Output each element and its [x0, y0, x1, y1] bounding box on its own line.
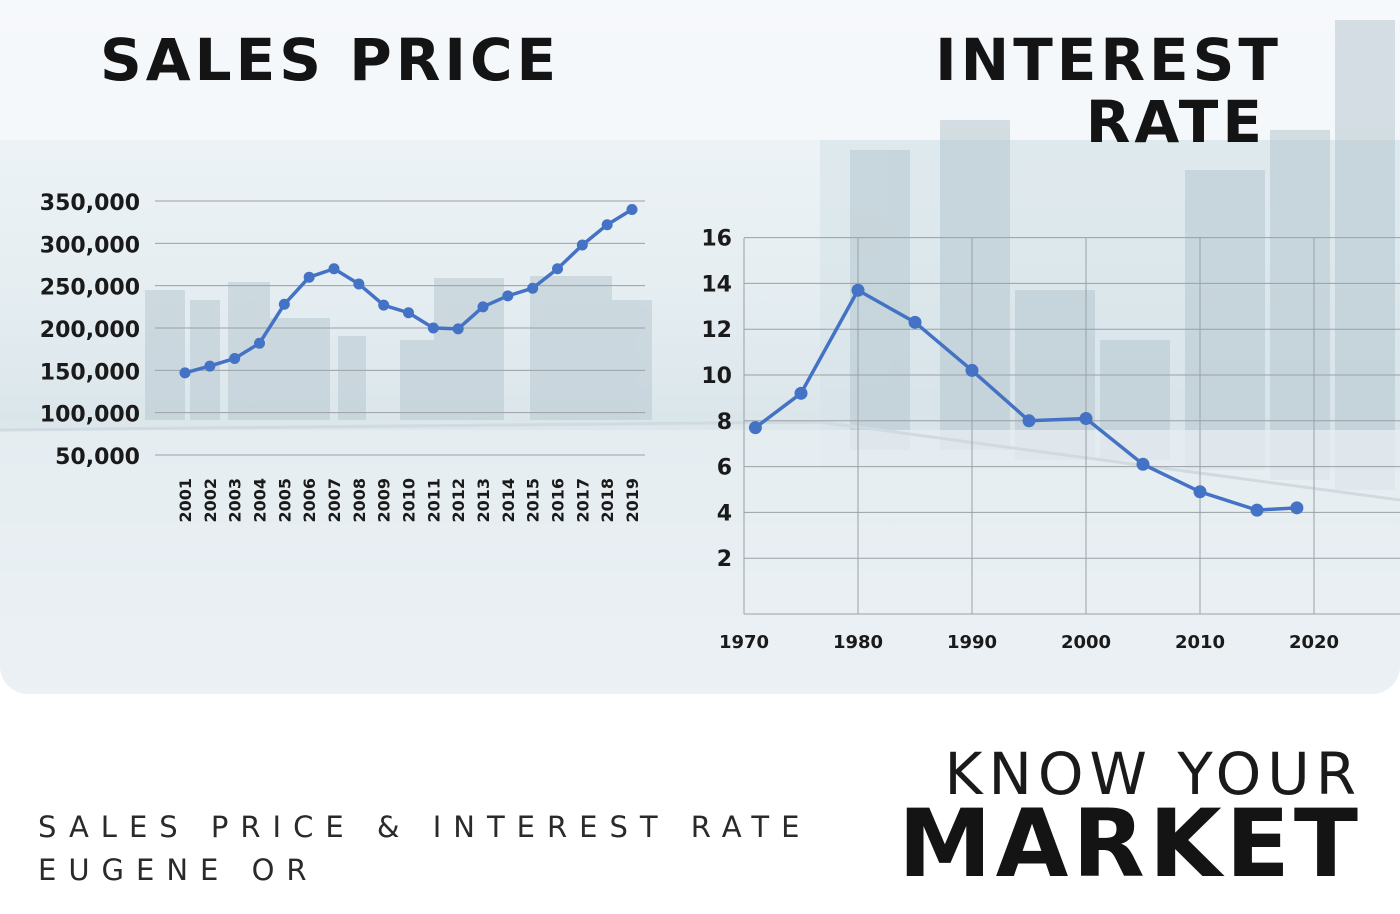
rate-data-point: [794, 386, 808, 400]
sales-y-tick: 250,000: [40, 276, 140, 301]
rate-x-tick: 2000: [1061, 632, 1111, 653]
sales-data-point: [601, 219, 613, 231]
sales-y-tick: 50,000: [55, 445, 140, 470]
rate-data-point: [965, 363, 979, 377]
interest-rate-title-line1: INTEREST: [935, 26, 1282, 94]
rate-y-tick: 6: [717, 456, 732, 481]
sales-x-tick: 2009: [375, 478, 394, 523]
sales-y-tick: 100,000: [40, 403, 140, 428]
rate-y-tick: 10: [701, 364, 732, 389]
sales-data-point: [278, 298, 290, 310]
sales-x-tick: 2019: [623, 478, 642, 523]
rate-y-tick: 4: [717, 501, 732, 526]
sales-data-point: [427, 322, 439, 334]
sales-x-tick: 2006: [300, 478, 319, 523]
sales-y-tick: 300,000: [40, 233, 140, 258]
sales-data-point: [254, 337, 265, 349]
rate-data-point: [851, 283, 865, 297]
sales-data-point: [204, 360, 216, 372]
sales-data-point: [179, 367, 191, 379]
sales-data-point: [378, 299, 390, 311]
rate-x-tick: 1970: [719, 632, 769, 653]
sales-price-title: SALES PRICE: [100, 26, 561, 94]
sales-x-tick: 2018: [598, 478, 617, 523]
headline-market: MARKET: [898, 790, 1362, 899]
sales-data-point: [303, 271, 315, 283]
sales-data-point: [552, 263, 563, 275]
hero-background: SALES PRICE INTEREST RATE 350,000 300,000…: [0, 0, 1400, 694]
sales-x-tick: 2014: [499, 478, 518, 523]
sales-x-tick: 2016: [549, 478, 568, 523]
sales-x-tick: 2005: [275, 478, 294, 523]
sales-x-tick: 2003: [226, 478, 245, 523]
headline-know-your: KNOW YOUR: [944, 740, 1362, 808]
sales-data-point: [626, 203, 638, 215]
sales-data-point: [229, 352, 241, 364]
sales-y-tick: 200,000: [40, 318, 140, 343]
rate-data-point: [1290, 501, 1304, 515]
sales-x-tick: 2013: [474, 478, 493, 523]
sales-data-point: [527, 282, 539, 294]
sales-data-point: [353, 278, 365, 290]
rate-x-tick: 1980: [833, 632, 883, 653]
rate-data-point: [908, 315, 922, 329]
footer-location: EUGENE OR: [38, 853, 319, 887]
sales-x-tick: 2008: [350, 478, 369, 523]
rate-y-tick: 8: [717, 410, 732, 435]
sales-x-tick: 2010: [400, 478, 419, 523]
sales-x-tick: 2001: [176, 478, 195, 523]
sales-data-point: [576, 239, 588, 251]
rate-y-tick: 14: [701, 272, 732, 297]
sales-x-tick: 2017: [573, 478, 592, 523]
sales-y-tick: 150,000: [40, 360, 140, 385]
interest-rate-chart: 16 14 12 10 8 6 4 2 1970 1980 1990 2000 2010 2020: [701, 227, 1400, 653]
sales-data-point: [328, 263, 340, 275]
rate-x-tick: 1990: [947, 632, 997, 653]
interest-rate-title-line2: RATE: [1085, 88, 1266, 156]
sales-x-tick: 2007: [325, 478, 344, 523]
sales-data-point: [477, 301, 489, 313]
interest-rate-line: [754, 288, 1298, 512]
sales-price-chart: 350,000 300,000 250,000 200,000 150,000 100,0…: [40, 191, 645, 523]
rate-data-point: [1079, 412, 1093, 426]
rate-y-tick: 16: [701, 227, 732, 252]
sales-data-point: [403, 307, 414, 319]
rate-x-tick: 2010: [1175, 632, 1225, 653]
rate-data-point: [1250, 503, 1264, 517]
sales-y-tick: 350,000: [40, 191, 140, 216]
rate-data-point: [1022, 414, 1036, 428]
sales-x-tick: 2011: [424, 478, 443, 523]
rate-data-point: [748, 421, 762, 435]
sales-x-tick: 2012: [449, 478, 468, 523]
rate-x-tick: 2020: [1289, 632, 1339, 653]
rate-y-tick: 2: [717, 547, 732, 572]
rate-data-point: [1136, 457, 1150, 471]
sales-x-tick: 2002: [201, 478, 220, 523]
sales-data-point: [502, 290, 514, 302]
footer-subtitle: SALES PRICE & INTEREST RATE: [38, 810, 812, 844]
rate-y-tick: 12: [701, 318, 732, 343]
sales-data-point: [452, 323, 464, 335]
sales-x-tick: 2004: [251, 478, 270, 523]
sales-x-tick: 2015: [524, 478, 543, 523]
rate-data-point: [1193, 485, 1207, 499]
